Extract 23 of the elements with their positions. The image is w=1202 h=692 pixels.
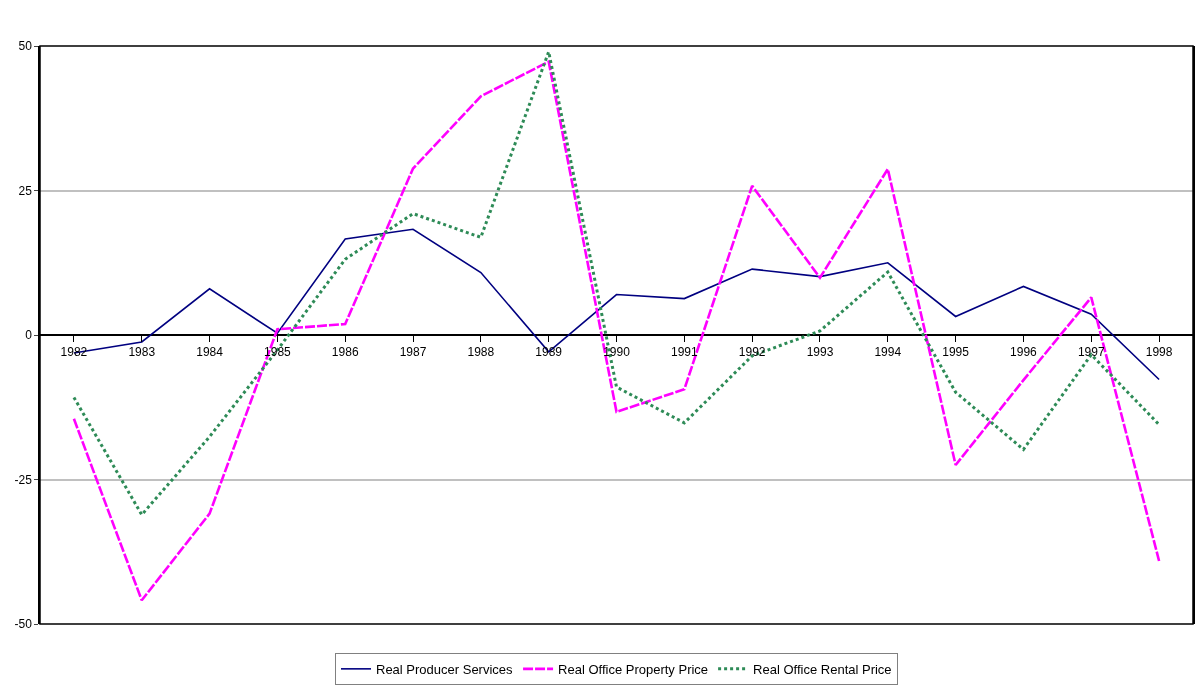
y-tick-label: 50 (18, 39, 33, 54)
legend-label: Real Producer Services (376, 661, 514, 677)
x-tick-label: 1995 (942, 345, 970, 360)
y-tick-label: -50 (14, 617, 33, 632)
x-tick-label: 1994 (874, 345, 902, 360)
x-tick-label: 1997 (1077, 345, 1105, 360)
x-tick-label: 1991 (670, 345, 698, 360)
legend-label: Real Office Rental Price (753, 661, 892, 677)
x-tick-label: 1986 (331, 345, 359, 360)
x-tick-label: 1993 (806, 345, 834, 360)
x-tick-label: 1998 (1145, 345, 1173, 360)
x-tick-label: 1988 (467, 345, 495, 360)
y-tick-label: 25 (18, 183, 33, 198)
legend-label: Real Office Property Price (558, 661, 709, 677)
x-tick-label: 1982 (60, 345, 88, 360)
x-tick-label: 1984 (196, 345, 224, 360)
x-tick-label: 1990 (603, 345, 631, 360)
x-tick-label: 1987 (399, 345, 427, 360)
y-tick-label: -25 (14, 472, 33, 487)
x-tick-label: 1996 (1010, 345, 1038, 360)
y-tick-label: 0 (25, 328, 33, 343)
x-tick-label: 1983 (128, 345, 156, 360)
x-tick-label: 1989 (535, 345, 563, 360)
